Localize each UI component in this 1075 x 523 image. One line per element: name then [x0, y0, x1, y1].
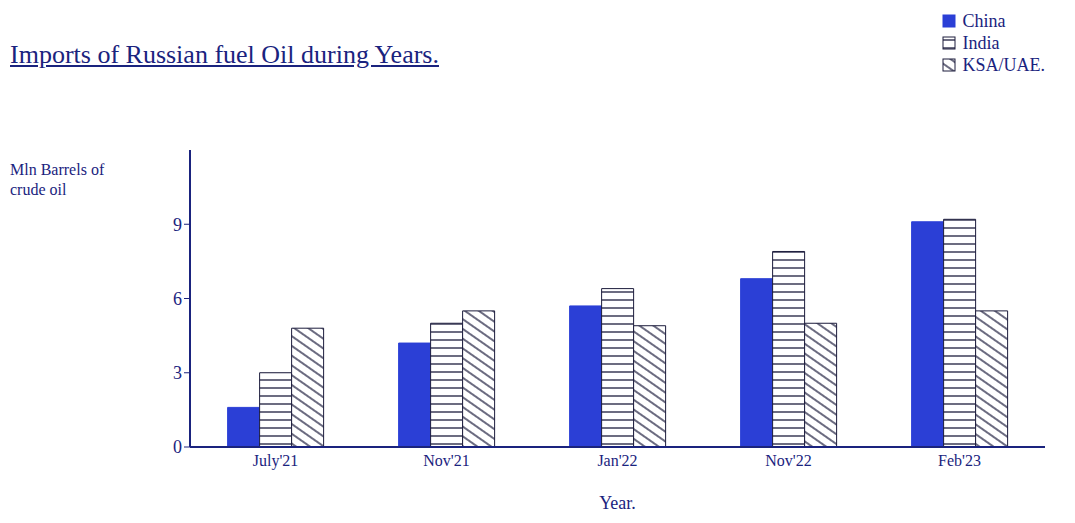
svg-text:Feb'23: Feb'23: [938, 452, 981, 469]
svg-text:July'21: July'21: [253, 452, 299, 470]
svg-text:Nov'22: Nov'22: [765, 452, 811, 469]
svg-text:0: 0: [173, 437, 182, 457]
svg-text:Year.: Year.: [599, 493, 636, 513]
svg-text:3: 3: [173, 363, 182, 383]
svg-text:Nov'21: Nov'21: [423, 452, 469, 469]
svg-text:9: 9: [173, 215, 182, 235]
svg-text:6: 6: [173, 289, 182, 309]
html-text:China: China: [962, 10, 1006, 31]
svg-text:Jan'22: Jan'22: [597, 452, 637, 469]
html-text:Mln Barrels of crude oil: Mln Barrels of crude oil: [10, 161, 105, 198]
html-text:India: India: [962, 32, 1000, 53]
html-text:KSA/UAE.: KSA/UAE.: [962, 54, 1045, 75]
html-text:Imports of Russian fuel Oil du: Imports of Russian fuel Oil during Years…: [10, 40, 439, 69]
